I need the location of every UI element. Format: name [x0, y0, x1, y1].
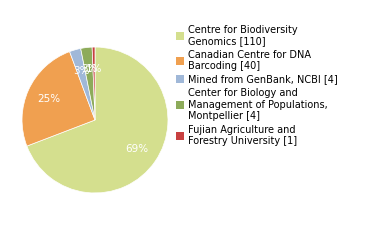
Legend: Centre for Biodiversity
Genomics [110], Canadian Centre for DNA
Barcoding [40], : Centre for Biodiversity Genomics [110], …	[176, 24, 338, 146]
Wedge shape	[70, 48, 95, 120]
Text: 3%: 3%	[73, 66, 89, 76]
Wedge shape	[92, 47, 95, 120]
Text: 69%: 69%	[125, 144, 149, 154]
Wedge shape	[27, 47, 168, 193]
Wedge shape	[81, 47, 95, 120]
Wedge shape	[22, 52, 95, 146]
Text: 1%: 1%	[86, 64, 102, 74]
Text: 25%: 25%	[37, 94, 60, 104]
Text: 3%: 3%	[81, 64, 97, 74]
